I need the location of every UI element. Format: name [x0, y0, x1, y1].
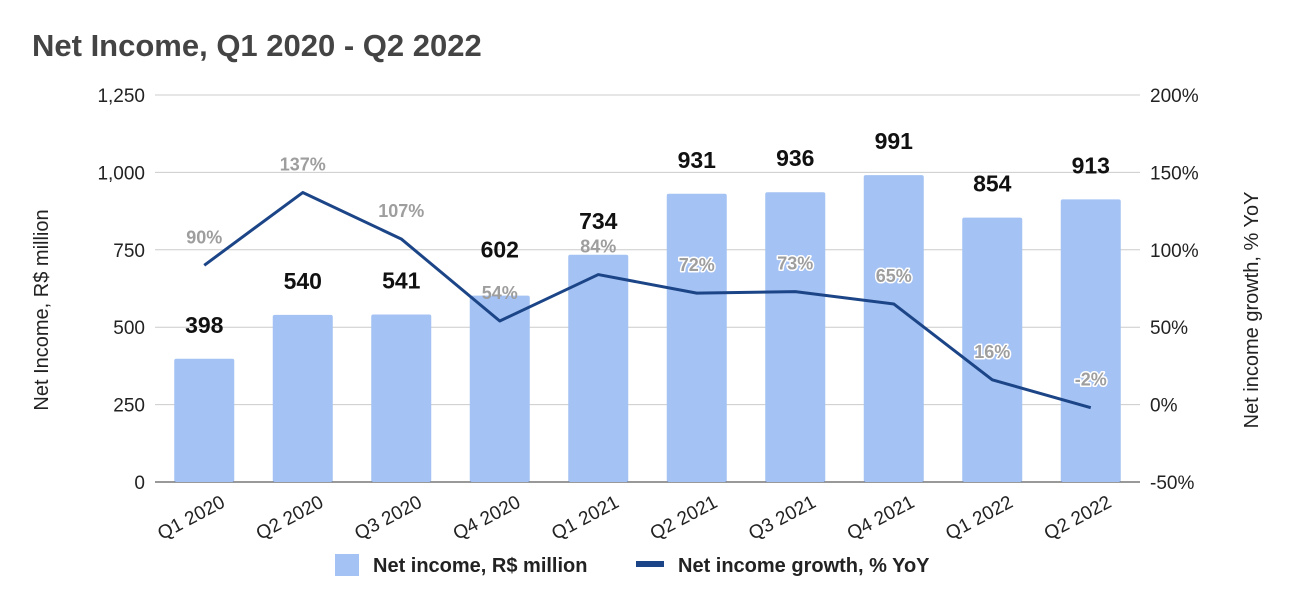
growth-value-label: 90% — [186, 227, 222, 247]
growth-value-label: 54% — [482, 283, 518, 303]
x-tick-label: Q2 2022 — [1041, 492, 1115, 545]
bar — [962, 217, 1023, 482]
growth-value-label: 84% — [580, 237, 616, 257]
bar-value-label: 734 — [579, 208, 618, 234]
bar-value-label: 602 — [481, 237, 519, 263]
x-tick-label: Q1 2022 — [942, 492, 1016, 545]
y-tick-label: 0 — [134, 473, 145, 494]
bar-value-label: 854 — [973, 171, 1012, 197]
growth-value-label: 137% — [280, 155, 326, 175]
chart-title: Net Income, Q1 2020 - Q2 2022 — [32, 28, 482, 63]
bar — [1060, 199, 1121, 482]
bar — [666, 193, 727, 483]
legend: Net income, R$ million Net income growth… — [335, 554, 930, 577]
growth-value-label: 72% — [679, 255, 715, 275]
y2-tick-label: 50% — [1150, 318, 1188, 339]
line-series: 90% 137% 107% 54% 84% 72% 73% 65% 16% -2% — [186, 155, 1108, 410]
bar-value-label: 913 — [1072, 152, 1110, 178]
x-tick-label: Q4 2021 — [844, 492, 918, 545]
y2-tick-label: 100% — [1150, 241, 1199, 262]
bar — [174, 358, 235, 482]
x-tick-label: Q3 2020 — [351, 492, 425, 545]
y2-tick-label: 0% — [1150, 396, 1178, 417]
bar — [469, 295, 530, 482]
legend-bar-label: Net income, R$ million — [373, 555, 587, 577]
growth-value-label: 107% — [378, 201, 424, 221]
right-axis-title: Net income growth, % YoY — [1241, 192, 1263, 429]
x-tick-label: Q4 2020 — [450, 492, 524, 545]
y2-tick-label: 150% — [1150, 163, 1199, 184]
x-tick-label: Q1 2020 — [154, 492, 228, 545]
bar — [272, 314, 333, 482]
y-tick-label: 1,250 — [97, 86, 145, 107]
growth-value-label: 65% — [876, 266, 912, 286]
right-axis-ticks: -50% 0% 50% 100% 150% 200% — [1150, 86, 1199, 494]
left-axis-title: Net Income, R$ million — [31, 209, 53, 410]
bar-value-label: 931 — [678, 147, 717, 173]
bar-value-label: 541 — [382, 268, 421, 294]
growth-value-label: -2% — [1075, 370, 1107, 390]
legend-bar-swatch — [335, 554, 359, 576]
left-axis-ticks: 0 250 500 750 1,000 1,250 — [97, 86, 145, 494]
bar-series: 398 540 541 602 734 931 936 991 854 913 — [174, 128, 1121, 483]
y2-tick-label: -50% — [1150, 473, 1194, 494]
bar — [863, 175, 924, 482]
y-tick-label: 500 — [113, 318, 145, 339]
bar-value-label: 936 — [776, 145, 814, 171]
bar — [568, 254, 629, 482]
growth-value-label: 73% — [777, 254, 813, 274]
growth-line — [203, 191, 1092, 410]
bar — [765, 192, 826, 482]
x-tick-label: Q2 2020 — [253, 492, 327, 545]
bar-value-label: 540 — [284, 268, 322, 294]
legend-line-swatch — [636, 561, 664, 567]
growth-value-label: 16% — [974, 342, 1010, 362]
x-tick-label: Q3 2021 — [745, 492, 819, 545]
x-axis-ticks: Q1 2020 Q2 2020 Q3 2020 Q4 2020 Q1 2021 Q2 20… — [154, 492, 1115, 545]
bar — [371, 314, 432, 482]
bar-value-label: 991 — [875, 128, 914, 154]
y2-tick-label: 200% — [1150, 86, 1199, 107]
bar-value-label: 398 — [185, 312, 224, 338]
x-tick-label: Q1 2021 — [548, 492, 622, 545]
y-tick-label: 750 — [113, 241, 145, 262]
x-tick-label: Q2 2021 — [647, 492, 721, 545]
y-tick-label: 250 — [113, 396, 145, 417]
legend-line-label: Net income growth, % YoY — [678, 555, 930, 577]
y-tick-label: 1,000 — [97, 163, 145, 184]
